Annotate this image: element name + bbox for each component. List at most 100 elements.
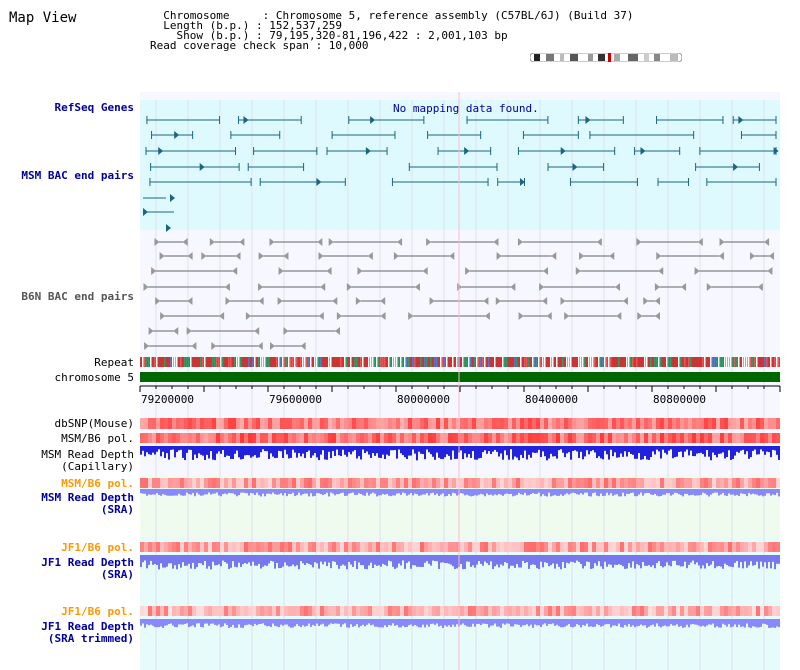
depth-bar xyxy=(748,555,750,566)
depth-bar xyxy=(506,446,508,456)
depth-bar xyxy=(282,489,284,496)
depth-bar xyxy=(156,489,158,493)
heat-cell xyxy=(468,478,472,488)
depth-bar xyxy=(348,619,350,628)
heat-cell xyxy=(376,433,380,443)
heat-cell xyxy=(596,418,600,429)
depth-bar xyxy=(446,619,448,627)
heat-cell xyxy=(692,606,696,616)
bac-end xyxy=(596,238,602,246)
depth-bar xyxy=(410,446,412,456)
heat-cell xyxy=(416,606,420,616)
depth-bar xyxy=(208,489,210,493)
depth-bar xyxy=(288,555,290,567)
depth-bar xyxy=(326,619,328,627)
heat-cell xyxy=(316,478,320,488)
depth-bar xyxy=(254,446,256,456)
depth-bar xyxy=(610,446,612,450)
depth-bar xyxy=(772,619,774,628)
heat-cell xyxy=(216,542,220,552)
heat-cell xyxy=(760,418,764,429)
bac-end xyxy=(656,252,662,260)
depth-bar xyxy=(508,446,510,460)
depth-bar xyxy=(694,446,696,457)
heat-cell xyxy=(592,433,596,443)
heat-cell xyxy=(748,478,752,488)
heat-cell xyxy=(160,433,164,443)
depth-bar xyxy=(398,619,400,628)
depth-bar xyxy=(144,446,146,457)
depth-bar xyxy=(326,446,328,460)
repeat-mark xyxy=(212,357,214,367)
depth-bar xyxy=(664,489,666,495)
depth-bar xyxy=(396,555,398,568)
depth-bar xyxy=(592,446,594,451)
heat-cell xyxy=(140,606,144,616)
depth-bar xyxy=(242,489,244,493)
heat-cell xyxy=(408,606,412,616)
depth-bar xyxy=(192,446,194,460)
depth-bar xyxy=(406,489,408,496)
depth-bar xyxy=(172,489,174,496)
depth-bar xyxy=(284,555,286,563)
heat-cell xyxy=(664,418,668,429)
depth-bar xyxy=(736,446,738,452)
depth-bar xyxy=(146,446,148,453)
heat-cell xyxy=(724,418,728,429)
depth-bar xyxy=(608,489,610,496)
heat-cell xyxy=(332,433,336,443)
heat-cell xyxy=(468,606,472,616)
heat-cell xyxy=(164,606,168,616)
heat-cell xyxy=(712,542,716,552)
depth-bar xyxy=(194,489,196,497)
depth-bar xyxy=(344,446,346,455)
depth-bar xyxy=(142,446,144,451)
depth-bar xyxy=(142,489,144,494)
depth-bar xyxy=(376,489,378,497)
heat-cell xyxy=(224,606,228,616)
depth-bar xyxy=(680,446,682,452)
depth-bar xyxy=(150,619,152,625)
heat-cell xyxy=(732,606,736,616)
depth-bar xyxy=(778,446,780,460)
depth-bar xyxy=(370,489,372,494)
depth-bar xyxy=(266,489,268,494)
heat-cell xyxy=(768,418,772,429)
depth-bar xyxy=(360,446,362,460)
depth-bar xyxy=(270,446,272,454)
heat-cell xyxy=(192,478,196,488)
depth-bar xyxy=(462,489,464,494)
depth-bar xyxy=(340,489,342,494)
heat-cell xyxy=(548,606,552,616)
depth-bar xyxy=(316,555,318,564)
depth-bar xyxy=(378,446,380,458)
depth-bar xyxy=(336,619,338,624)
depth-bar xyxy=(216,555,218,566)
chromosome-ideogram[interactable] xyxy=(530,53,682,62)
depth-bar xyxy=(176,446,178,453)
depth-bar xyxy=(240,555,242,567)
depth-bar xyxy=(754,489,756,495)
repeat-mark xyxy=(384,357,386,367)
repeat-mark xyxy=(516,357,518,367)
depth-bar xyxy=(590,446,592,452)
axis-tick-label: 80000000 xyxy=(397,393,450,406)
depth-bar xyxy=(264,555,266,566)
heat-cell xyxy=(244,418,248,429)
depth-bar xyxy=(588,489,590,497)
depth-bar xyxy=(326,489,328,493)
depth-bar xyxy=(230,446,232,459)
depth-bar xyxy=(350,619,352,625)
depth-bar xyxy=(764,446,766,455)
depth-bar xyxy=(256,489,258,493)
repeat-mark xyxy=(444,357,446,367)
heat-cell xyxy=(692,542,696,552)
depth-bar xyxy=(666,619,668,627)
msm-bac-label: MSM BAC end pairs xyxy=(21,169,134,182)
bac-end xyxy=(211,342,217,350)
depth-bar xyxy=(622,489,624,493)
depth-bar xyxy=(562,489,564,497)
depth-bar xyxy=(646,619,648,628)
heat-cell xyxy=(420,418,424,429)
